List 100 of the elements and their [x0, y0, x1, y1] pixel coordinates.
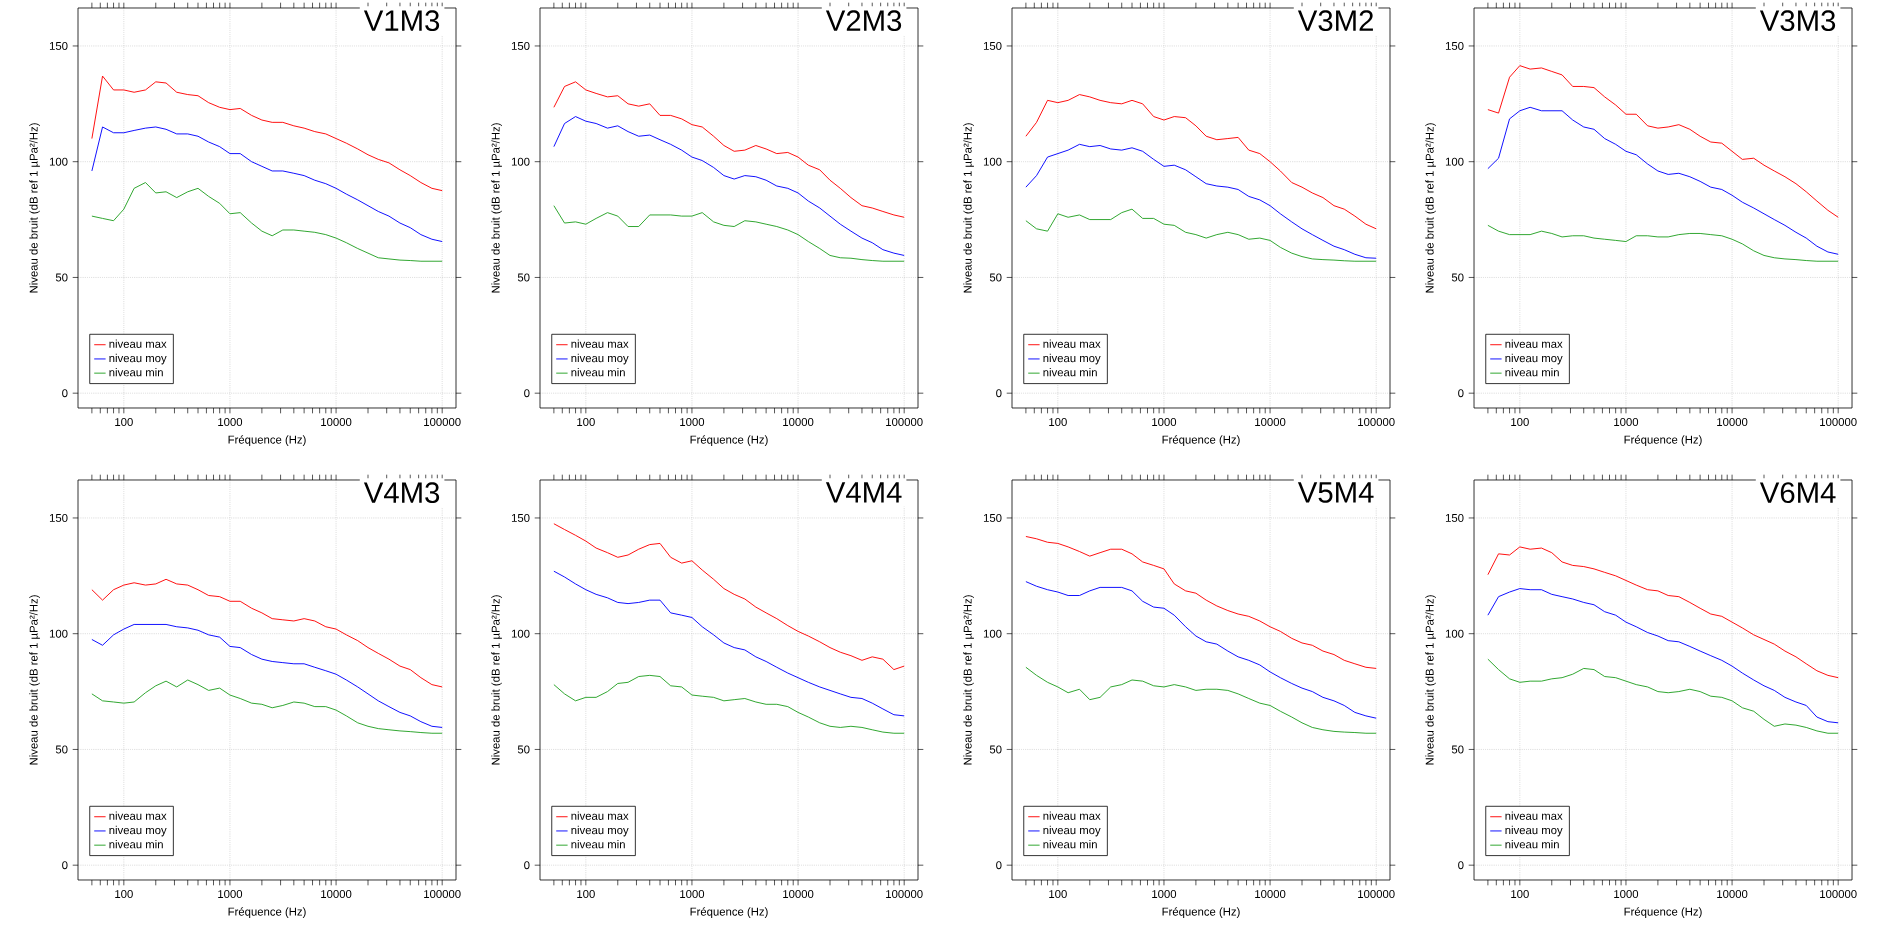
legend-label: niveau moy [1505, 825, 1563, 837]
y-axis-title: Niveau de bruit (dB ref 1 µPa²/Hz) [963, 595, 974, 765]
line-series [1025, 666, 1377, 734]
x-tick-label: 10000 [783, 890, 814, 899]
chart-title: V4M4 [825, 482, 902, 503]
y-axis-title: Niveau de bruit (dB ref 1 µPa²/Hz) [491, 595, 502, 765]
line-series [553, 674, 905, 734]
line-series [1025, 94, 1377, 230]
x-tick-label: 100 [115, 890, 133, 899]
chart-title: V4M3 [363, 482, 440, 504]
y-tick-label: 0 [62, 861, 68, 870]
x-tick-label: 1000 [1152, 890, 1177, 899]
y-tick-label: 0 [524, 861, 530, 870]
y-tick-label: 0 [1458, 861, 1464, 870]
x-tick-label: 1000 [1152, 418, 1177, 427]
x-tick-label: 1000 [680, 890, 705, 899]
x-tick-label: 10000 [1255, 890, 1286, 899]
y-tick-label: 100 [49, 629, 68, 638]
legend-label: niveau moy [1043, 353, 1101, 365]
chart-title: V6M4 [1759, 482, 1836, 504]
x-tick-label: 1000 [1614, 418, 1639, 427]
legend-label: niveau max [1043, 339, 1101, 348]
x-axis-title: Fréquence (Hz) [1624, 907, 1702, 918]
x-axis-title: Fréquence (Hz) [228, 907, 306, 918]
y-tick-label: 50 [989, 273, 1002, 282]
x-tick-label: 100000 [886, 890, 923, 899]
y-tick-label: 0 [996, 389, 1002, 398]
line-series [553, 116, 905, 256]
legend-label: niveau moy [1505, 353, 1563, 365]
y-tick-label: 50 [1451, 273, 1464, 282]
x-tick-label: 100000 [1820, 890, 1857, 899]
y-tick-label: 100 [983, 629, 1002, 638]
x-axis-title: Fréquence (Hz) [690, 435, 768, 446]
legend-label: niveau min [109, 368, 163, 377]
y-tick-label: 50 [55, 273, 68, 282]
line-series [91, 679, 443, 734]
x-tick-label: 100000 [424, 418, 461, 427]
y-tick-label: 50 [55, 745, 68, 754]
y-axis-title: Niveau de bruit (dB ref 1 µPa²/Hz) [29, 123, 40, 293]
x-axis-title: Fréquence (Hz) [1624, 435, 1702, 446]
line-series [1025, 536, 1377, 669]
x-tick-label: 10000 [321, 890, 352, 899]
line-series [1487, 658, 1839, 734]
x-axis-title: Fréquence (Hz) [690, 907, 768, 918]
y-axis-title: Niveau de bruit (dB ref 1 µPa²/Hz) [491, 123, 502, 293]
legend-label: niveau min [109, 840, 163, 849]
line-series [553, 523, 905, 671]
x-tick-label: 1000 [218, 890, 243, 899]
y-tick-label: 150 [511, 41, 530, 50]
legend-label: niveau moy [571, 353, 629, 365]
legend-label: niveau max [571, 339, 629, 348]
x-tick-label: 10000 [1717, 418, 1748, 427]
y-axis-title: Niveau de bruit (dB ref 1 µPa²/Hz) [1425, 123, 1436, 293]
x-axis-title: Fréquence (Hz) [1162, 435, 1240, 446]
x-tick-label: 1000 [218, 418, 243, 427]
x-tick-label: 10000 [321, 418, 352, 427]
chart-title: V2M3 [825, 10, 902, 32]
x-tick-label: 100 [577, 890, 595, 899]
legend-label: niveau min [1043, 368, 1097, 377]
x-tick-label: 100000 [424, 890, 461, 899]
x-tick-label: 100000 [886, 418, 923, 427]
x-tick-label: 10000 [783, 418, 814, 427]
x-tick-label: 1000 [680, 418, 705, 427]
y-axis-title: Niveau de bruit (dB ref 1 µPa²/Hz) [963, 123, 974, 293]
y-axis-title: Niveau de bruit (dB ref 1 µPa²/Hz) [1425, 595, 1436, 765]
line-series [91, 126, 443, 243]
legend-label: niveau moy [571, 825, 629, 837]
legend-label: niveau moy [109, 825, 167, 837]
legend-label: niveau max [571, 811, 629, 820]
legend-label: niveau moy [1043, 825, 1101, 837]
legend-label: niveau max [109, 811, 167, 820]
y-tick-label: 150 [983, 513, 1002, 522]
y-tick-label: 0 [524, 389, 530, 398]
y-tick-label: 100 [49, 157, 68, 166]
legend-label: niveau min [571, 840, 625, 849]
y-tick-label: 50 [1451, 745, 1464, 754]
y-tick-label: 150 [1445, 513, 1464, 522]
x-tick-label: 100 [1049, 418, 1067, 427]
y-tick-label: 50 [517, 273, 530, 282]
line-series [91, 75, 443, 192]
y-tick-label: 100 [1445, 157, 1464, 166]
legend-label: niveau min [1043, 840, 1097, 849]
y-tick-label: 150 [511, 513, 530, 522]
chart-title: V5M4 [1297, 482, 1374, 503]
x-tick-label: 100 [577, 418, 595, 427]
y-tick-label: 100 [1445, 629, 1464, 638]
x-tick-label: 100 [1049, 890, 1067, 899]
chart-title: V1M3 [363, 10, 440, 32]
y-tick-label: 50 [517, 745, 530, 754]
y-tick-label: 0 [62, 389, 68, 398]
x-tick-label: 100000 [1358, 418, 1395, 427]
y-tick-label: 150 [1445, 41, 1464, 50]
x-tick-label: 10000 [1255, 418, 1286, 427]
legend-label: niveau min [1505, 368, 1559, 377]
x-tick-label: 100 [115, 418, 133, 427]
legend-label: niveau min [1505, 840, 1559, 849]
x-tick-label: 100000 [1358, 890, 1395, 899]
y-tick-label: 100 [511, 629, 530, 638]
line-series [553, 81, 905, 218]
legend-label: niveau min [571, 368, 625, 377]
